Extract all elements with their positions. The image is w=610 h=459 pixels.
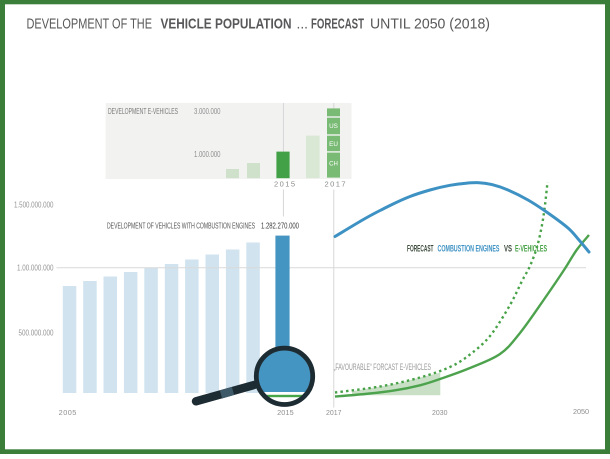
svg-text:2017: 2017 [326,408,342,417]
svg-text:US: US [329,123,338,130]
svg-text:2015: 2015 [274,180,295,189]
svg-text:E-VEHICLES: E-VEHICLES [515,244,547,254]
svg-text:2015: 2015 [277,408,294,417]
svg-text:2005: 2005 [59,408,77,417]
svg-text:2030: 2030 [432,408,448,417]
svg-text:...: ... [297,16,309,33]
svg-text:2050: 2050 [573,407,589,416]
svg-text:CH: CH [329,160,338,167]
svg-text:DEVELOPMENT OF THE: DEVELOPMENT OF THE [27,16,153,33]
svg-text:VEHICLE POPULATION: VEHICLE POPULATION [161,16,292,33]
svg-text:COMBUSTION ENGINES: COMBUSTION ENGINES [438,244,500,254]
svg-text:UNTIL 2050 (2018): UNTIL 2050 (2018) [370,16,490,33]
svg-text:FORECAST: FORECAST [407,244,434,254]
svg-text:DEVELOPMENT E-VEHICLES: DEVELOPMENT E-VEHICLES [108,107,178,116]
svg-text:DEVELOPMENT OF VEHICLES WITH C: DEVELOPMENT OF VEHICLES WITH COMBUSTION … [107,221,255,230]
svg-text:VS: VS [504,244,512,254]
svg-text:500.000.000: 500.000.000 [19,329,55,338]
svg-text:FORECAST: FORECAST [311,16,364,33]
svg-text:1.00.000.000: 1.00.000.000 [17,264,54,273]
svg-text:„FAVOURABLE“ FORCAST E-VEHICLE: „FAVOURABLE“ FORCAST E-VEHICLES [334,362,431,372]
svg-text:EU: EU [329,141,338,148]
svg-text:2017: 2017 [325,180,346,189]
svg-text:1.500.000.000: 1.500.000.000 [14,201,54,210]
svg-text:1.282.270.000: 1.282.270.000 [261,221,299,230]
svg-text:3.000.000: 3.000.000 [194,107,221,116]
svg-text:1.000.000: 1.000.000 [194,150,221,159]
